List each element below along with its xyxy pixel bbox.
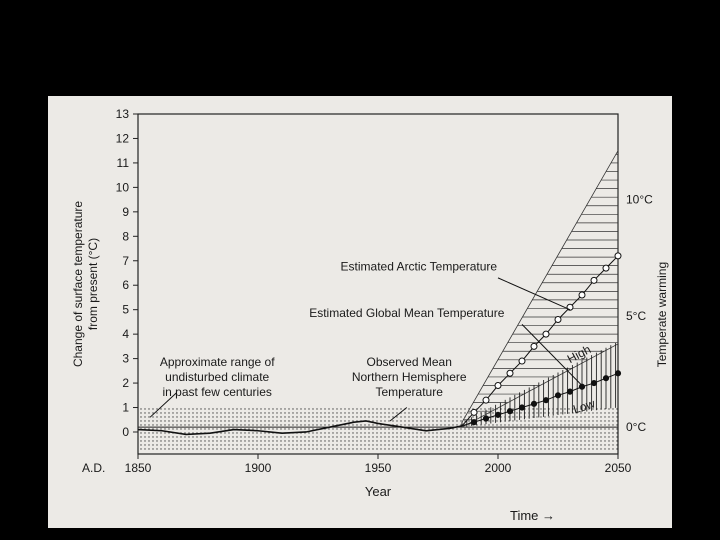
right-scale-label: 0°C: [626, 420, 646, 434]
x-tick-label: 1900: [245, 461, 272, 475]
undisturbed-annotation: Approximate range of undisturbed climate i…: [160, 355, 275, 399]
undisturbed-annotation-line: in past few centuries: [163, 385, 272, 399]
arctic-temperature-point: [590, 276, 598, 284]
y-tick-label: 7: [122, 254, 129, 268]
y-tick-label: 12: [116, 131, 130, 145]
observed-pointer: [389, 407, 408, 422]
right-scale-label: 10°C: [626, 193, 653, 207]
y-tick-label: 4: [122, 327, 129, 341]
y-tick-label: 0: [122, 425, 129, 439]
y-tick-label: 11: [117, 156, 130, 170]
y-tick-label: 13: [116, 107, 130, 121]
global-temperature-point: [554, 392, 562, 399]
arctic-temperature-point: [554, 315, 562, 323]
observed-annotation: Observed Mean Northern Hemisphere Temperat…: [352, 355, 467, 399]
arctic-temperature-point: [614, 252, 622, 260]
time-label: Time →: [510, 508, 555, 523]
x-tick-label: 1950: [365, 461, 392, 475]
y-axis-label-line: Change of surface temperature: [71, 201, 85, 367]
x-tick-label: 2000: [485, 461, 512, 475]
y-tick-label: 3: [122, 352, 129, 366]
low-label: Low: [571, 396, 597, 416]
global-temperature-point: [590, 379, 598, 387]
global-temperature-point: [614, 370, 622, 377]
global-temperature-point: [494, 411, 502, 418]
temperate-warming-label: Temperate warming: [655, 262, 669, 367]
global-temperature-point: [602, 375, 610, 382]
arctic-temperature-point: [602, 264, 610, 272]
global-temperature-point: [482, 415, 490, 422]
arctic-temperature-point: [482, 396, 490, 404]
undisturbed-pointer: [149, 392, 177, 418]
global-temperature-point: [470, 419, 478, 426]
y-tick-label: 9: [122, 205, 129, 219]
undisturbed-range-band: [138, 407, 618, 452]
global-temperature-point: [530, 400, 538, 407]
global-temperature-point: [578, 383, 586, 390]
y-axis-label: Change of surface temperaturefrom presen…: [71, 201, 100, 367]
y-tick-label: 1: [122, 401, 129, 415]
arctic-temperature-point: [542, 330, 550, 338]
chart-scan: 0 1 2 3 4 5 6 7 8 9 10 11 12 13 1850 1900 1950 2000 2050 A.…: [48, 96, 672, 528]
y-tick-label: 2: [122, 376, 129, 390]
global-temperature-point: [566, 388, 574, 395]
y-tick-label: 10: [116, 180, 130, 194]
x-axis-label: Year: [365, 484, 392, 499]
global-pointer: [521, 324, 583, 386]
y-tick-label: 6: [122, 278, 129, 292]
observed-annotation-line: Northern Hemisphere: [352, 370, 467, 384]
right-scale-label: 5°C: [626, 309, 646, 323]
ad-label: A.D.: [82, 461, 105, 475]
observed-annotation-line: Temperature: [376, 385, 444, 399]
global-temperature-point: [518, 404, 526, 411]
x-tick-label: 2050: [605, 461, 632, 475]
arctic-annotation: Estimated Arctic Temperature: [341, 260, 498, 274]
arctic-temperature-point: [578, 291, 586, 299]
undisturbed-annotation-line: undisturbed climate: [165, 370, 269, 384]
observed-temperature-line: [137, 420, 463, 436]
y-tick-label: 5: [122, 303, 129, 317]
arctic-temperature-point: [470, 408, 478, 416]
x-tick-label: 1850: [125, 461, 152, 475]
high-label: High: [565, 342, 593, 366]
undisturbed-annotation-line: Approximate range of: [160, 355, 275, 369]
y-tick-label: 8: [122, 229, 129, 243]
arctic-temperature-point: [506, 369, 514, 377]
arctic-pointer: [497, 277, 571, 311]
arctic-temperature-point: [518, 357, 526, 365]
arctic-temperature-point: [494, 382, 502, 390]
y-axis-label-line: from present (°C): [86, 238, 100, 330]
global-temperature-point: [542, 397, 550, 404]
arctic-temperature-point: [530, 342, 538, 350]
global-temperature-point: [506, 408, 514, 415]
global-annotation: Estimated Global Mean Temperature: [309, 306, 505, 320]
observed-annotation-line: Observed Mean: [367, 355, 452, 369]
